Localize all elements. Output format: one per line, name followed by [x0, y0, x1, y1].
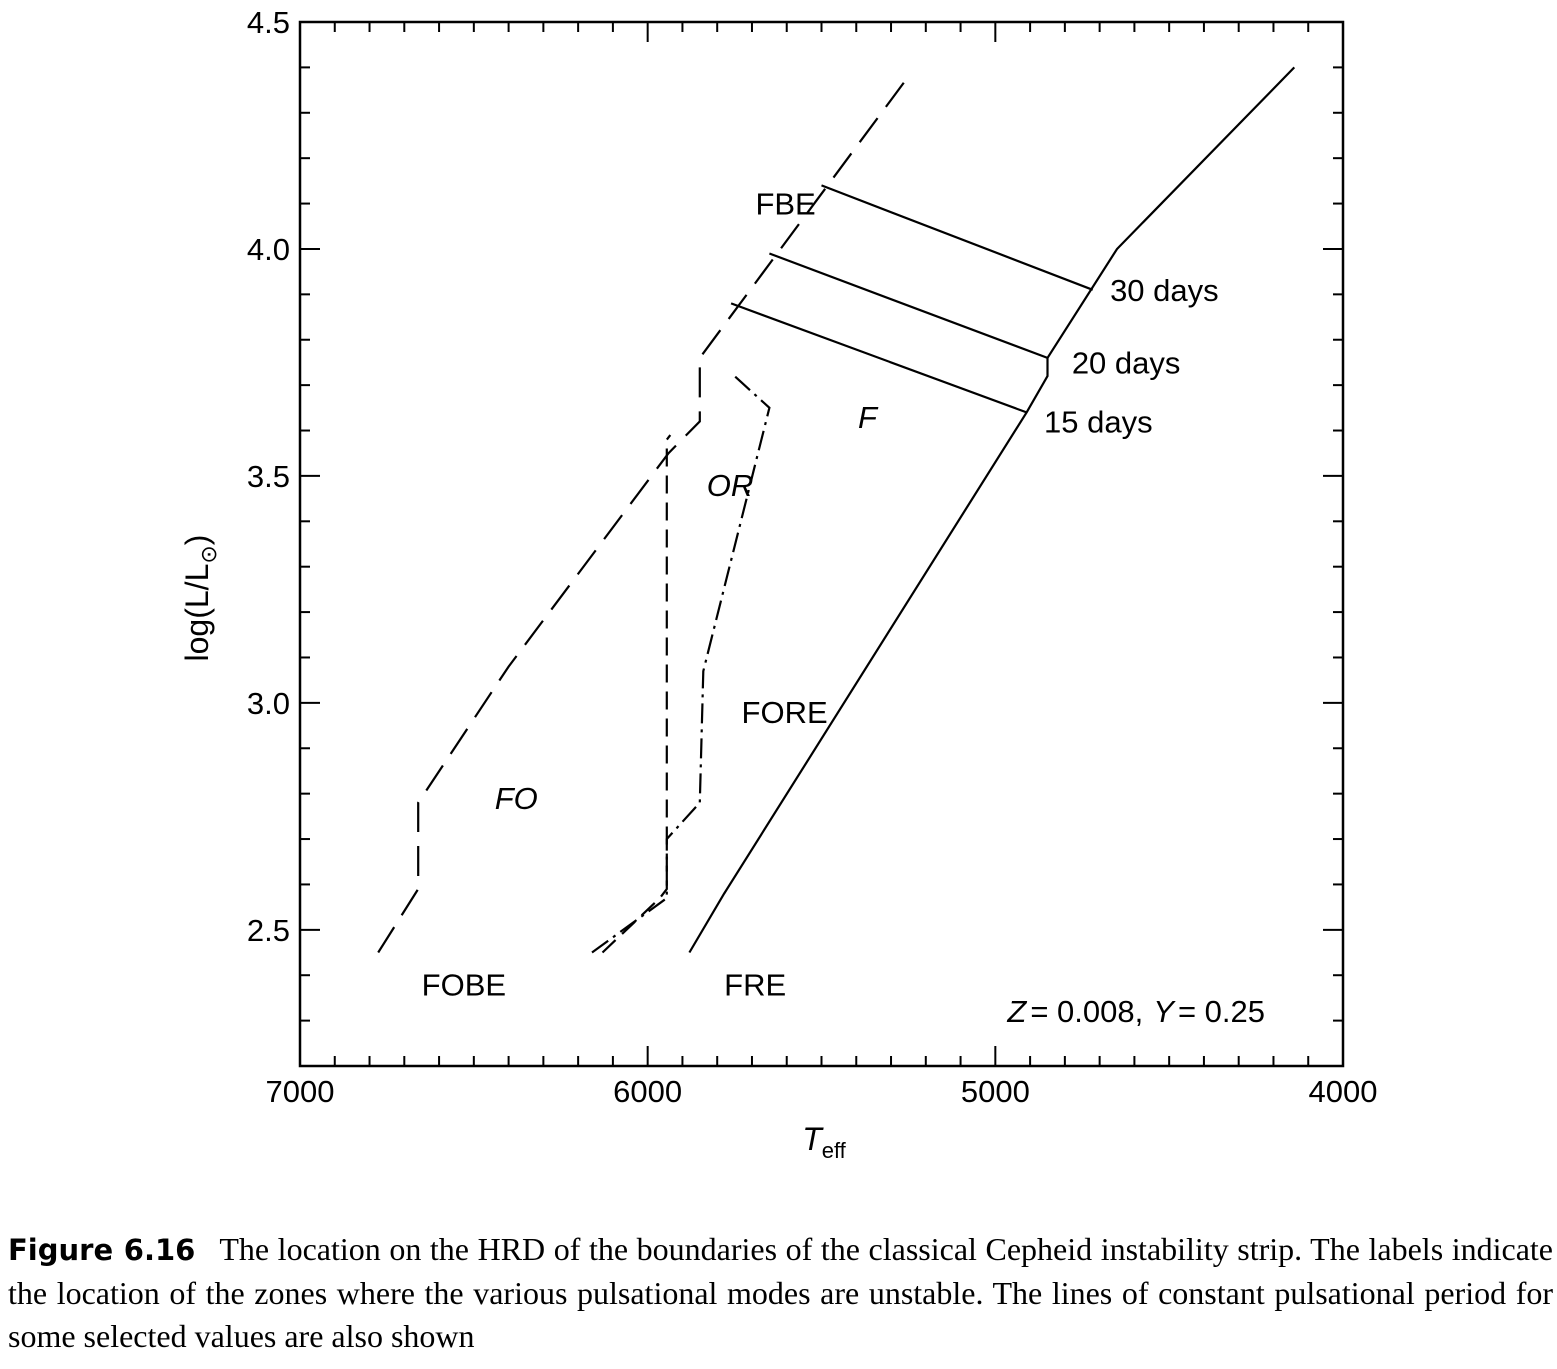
instability-strip-lines — [377, 66, 1296, 954]
x-tick-label: 5000 — [961, 1074, 1030, 1109]
y-tick-label: 3.0 — [247, 686, 290, 721]
y-tick-labels: 2.5 3.0 3.5 4.0 4.5 — [247, 5, 290, 948]
y-axis-title-main: log(L/L — [179, 564, 215, 662]
y-tick-label: 3.5 — [247, 459, 290, 494]
hrd-chart: 7000 6000 5000 4000 2.5 3.0 3.5 4.0 4.5 FBE 30 d… — [179, 5, 1378, 1163]
label-or: OR — [707, 468, 754, 503]
y-tick-label: 4.0 — [247, 232, 290, 267]
y-label: Y — [1153, 994, 1176, 1029]
line-p15 — [730, 302, 1027, 414]
label-fre: FRE — [724, 967, 786, 1002]
x-tick-labels: 7000 6000 5000 4000 — [266, 1074, 1378, 1109]
label-fobe: FOBE — [422, 967, 506, 1002]
figure-caption: Figure 6.16 The location on the HRD of th… — [8, 1228, 1553, 1358]
line-p20 — [769, 252, 1048, 359]
line-fore — [591, 375, 771, 954]
line-or-blue — [601, 434, 672, 954]
z-label: Z — [1006, 994, 1027, 1029]
line-p30 — [821, 184, 1094, 291]
label-20-days: 20 days — [1072, 345, 1181, 380]
label-15-days: 15 days — [1044, 404, 1153, 439]
figure-label: Figure 6.16 — [8, 1233, 196, 1267]
y-tick-label: 2.5 — [247, 913, 290, 948]
label-30-days: 30 days — [1110, 273, 1219, 308]
y-axis-title-close: ) — [179, 535, 215, 546]
x-tick-label: 7000 — [266, 1074, 335, 1109]
x-axis-title-main: T — [802, 1121, 824, 1157]
y-value: = 0.25 — [1178, 994, 1265, 1029]
label-fore: FORE — [742, 695, 828, 730]
y-axis-title-sub: ⊙ — [196, 545, 221, 563]
x-tick-label: 4000 — [1309, 1074, 1378, 1109]
line-fre — [688, 66, 1296, 954]
z-value: = 0.008, — [1030, 994, 1143, 1029]
y-tick-label: 4.5 — [247, 5, 290, 40]
composition-note: Z = 0.008, Y = 0.25 — [1006, 994, 1265, 1029]
label-f: F — [858, 400, 879, 435]
chart-annotations: FBE 30 days 20 days 15 days F OR FORE FO FOBE FRE — [422, 187, 1219, 1003]
y-axis-title: log(L/L⊙) — [179, 535, 221, 662]
x-axis-title-sub: eff — [822, 1138, 847, 1163]
x-axis-title: Teff — [802, 1121, 846, 1163]
x-tick-label: 6000 — [613, 1074, 682, 1109]
line-fobe-fbe — [377, 75, 910, 954]
label-fbe: FBE — [755, 187, 815, 222]
caption-text: The location on the HRD of the boundarie… — [8, 1231, 1554, 1354]
label-fo: FO — [495, 781, 538, 816]
plot-frame — [298, 20, 1345, 1068]
